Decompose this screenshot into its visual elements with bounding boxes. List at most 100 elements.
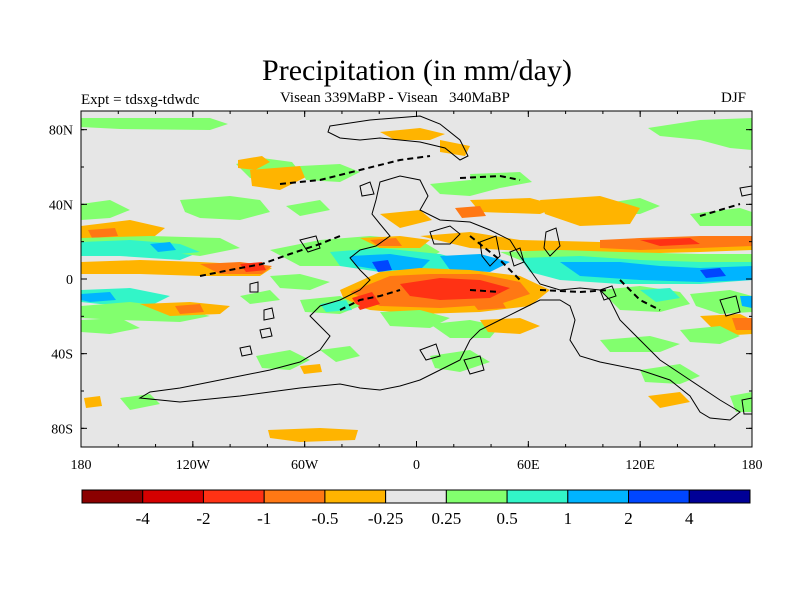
boundary-line xyxy=(199,235,341,277)
coastline xyxy=(479,235,501,267)
coastline xyxy=(543,227,561,257)
anomaly-patch xyxy=(600,336,680,352)
colorbar-label: 4 xyxy=(685,509,694,528)
boundary-line xyxy=(469,235,521,281)
anomaly-patch xyxy=(400,278,510,300)
dashed-boundaries xyxy=(199,155,741,311)
anomaly-patch xyxy=(470,298,506,310)
coastline xyxy=(719,295,741,317)
map-title: Precipitation (in mm/day) xyxy=(262,54,572,87)
colorbar-swatch xyxy=(445,489,508,504)
anomaly-patch xyxy=(180,196,270,220)
colorbar-label: -0.5 xyxy=(311,509,338,528)
anomaly-patch xyxy=(81,200,130,220)
coastline xyxy=(263,307,275,321)
anomaly-patch xyxy=(81,318,140,334)
x-tick-label: 60E xyxy=(517,458,540,473)
colorbar-label: -1 xyxy=(257,509,271,528)
y-tick-label: 80S xyxy=(51,422,73,437)
anomaly-patch xyxy=(240,290,280,304)
coastline xyxy=(741,397,752,415)
anomaly-patch xyxy=(300,164,360,182)
anomaly-patch xyxy=(250,166,308,190)
colorbar-swatch xyxy=(688,489,751,504)
anomaly-patch xyxy=(440,254,510,272)
anomaly-patch xyxy=(640,288,680,302)
boundary-line xyxy=(539,289,611,294)
anomaly-patch xyxy=(81,302,210,322)
coastline xyxy=(259,327,273,339)
anomaly-patch xyxy=(380,210,432,228)
anomaly-patch xyxy=(238,156,270,170)
x-tick-label: 180 xyxy=(71,458,92,473)
coastline xyxy=(239,345,253,357)
anomaly-patch xyxy=(380,128,445,140)
colorbar-label: 1 xyxy=(564,509,573,528)
anomaly-patch xyxy=(380,310,450,328)
anomaly-patch xyxy=(81,118,228,130)
anomaly-patch xyxy=(268,428,358,442)
coastline xyxy=(419,343,441,361)
anomaly-patch xyxy=(270,274,330,290)
colorbar-label: 0.25 xyxy=(431,509,461,528)
y-tick-label: 40S xyxy=(51,348,73,363)
anomaly-patch xyxy=(740,296,752,308)
anomaly-patch xyxy=(84,396,102,408)
anomaly-patch xyxy=(470,198,560,214)
colorbar-label: -4 xyxy=(136,509,151,528)
colorbar-swatch xyxy=(202,489,265,504)
anomaly-patch xyxy=(430,320,500,338)
anomaly-patch xyxy=(372,260,392,272)
colorbar-swatch xyxy=(628,489,690,504)
colorbar: -4 -2 -1 -0.5 -0.25 0.25 0.5 1 2 4 xyxy=(81,489,751,528)
coastlines xyxy=(138,115,752,421)
colorbar-label: 2 xyxy=(624,509,633,528)
anomaly-patch xyxy=(640,364,700,384)
anomaly-patch xyxy=(300,364,322,374)
anomaly-patch xyxy=(680,326,740,344)
coastline xyxy=(359,181,375,197)
anomaly-patch xyxy=(648,392,690,408)
colorbar-swatch xyxy=(506,489,569,504)
coastline xyxy=(599,285,617,301)
anomaly-patch xyxy=(350,254,430,270)
coastline xyxy=(739,185,752,197)
anomaly-patch xyxy=(286,200,330,216)
anomaly-patch xyxy=(640,238,700,246)
anomaly-patch xyxy=(700,268,726,278)
anomaly-patch xyxy=(81,292,116,302)
experiment-label: Expt = tdsxg-tdwdc xyxy=(81,92,200,108)
boundary-line xyxy=(459,174,521,181)
colorbar-swatch xyxy=(81,489,144,504)
coastline xyxy=(138,175,741,421)
colorbar-label: -2 xyxy=(196,509,210,528)
x-tick-label: 180 xyxy=(742,458,763,473)
boundary-line xyxy=(469,289,501,293)
season-label: DJF xyxy=(721,90,747,106)
anomaly-patch xyxy=(648,118,752,150)
anomaly-patch xyxy=(320,346,360,362)
anomaly-patch xyxy=(88,228,118,238)
colorbar-swatch xyxy=(142,489,204,504)
anomaly-patch xyxy=(440,140,470,156)
coastline xyxy=(463,355,485,375)
colorbar-label: 0.5 xyxy=(496,509,517,528)
colorbar-swatch xyxy=(385,489,447,504)
anomaly-patch xyxy=(120,394,160,410)
colorbar-swatch xyxy=(263,489,326,504)
coastline xyxy=(509,247,525,267)
anomaly-patch xyxy=(455,206,486,218)
coastline xyxy=(327,115,469,161)
y-tick-label: 40N xyxy=(49,198,73,213)
colorbar-label: -0.25 xyxy=(368,509,403,528)
boundary-line xyxy=(619,279,661,311)
anomaly-field xyxy=(81,118,752,442)
coastline xyxy=(249,281,259,293)
boundary-line xyxy=(699,203,741,217)
coastline xyxy=(299,235,321,253)
x-tick-label: 120W xyxy=(176,458,211,473)
anomaly-patch xyxy=(150,242,176,252)
y-tick-label: 80N xyxy=(49,124,73,139)
axis-ticks: 180 120W 60W 0 60E 120E 180 80N 40N 0 40S 80S xyxy=(49,111,763,473)
